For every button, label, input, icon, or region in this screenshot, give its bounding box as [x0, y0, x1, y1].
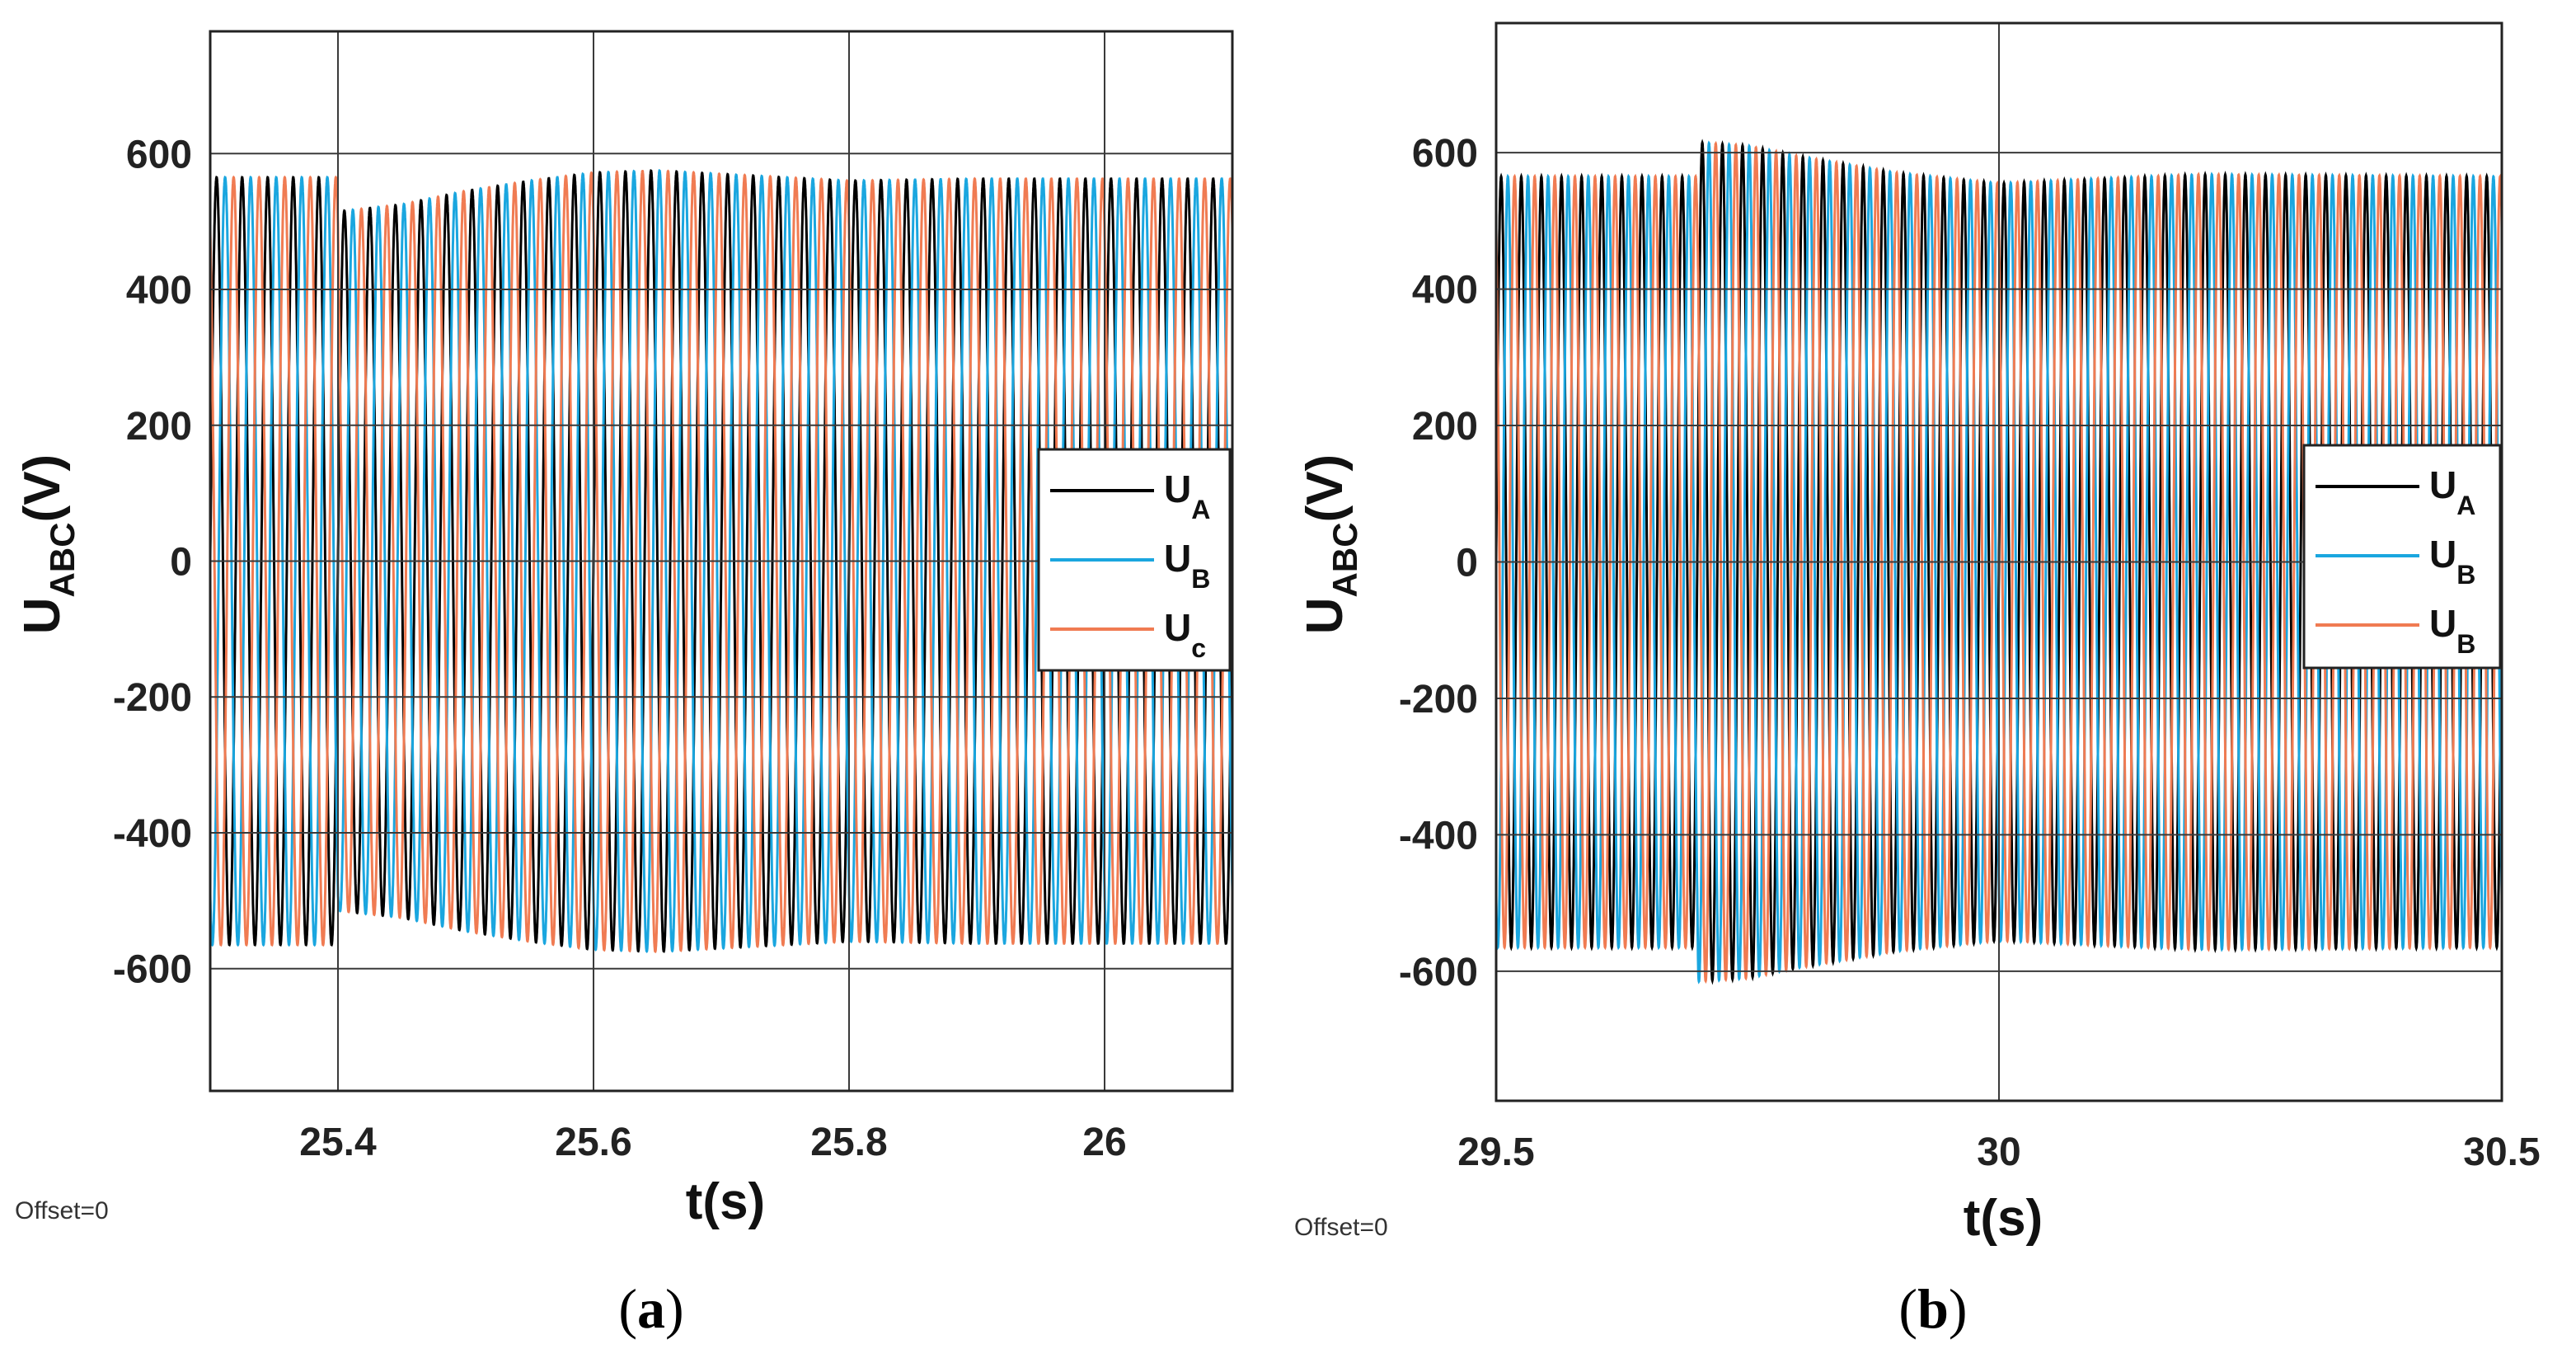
- chart-panel-a: 25.4 25.6 25.8 26 -600 -400 -200 0 200 400 600 UABC…: [14, 30, 1234, 1340]
- legend-entry: UB: [2429, 533, 2475, 590]
- y-tick-label: 600: [126, 133, 192, 176]
- x-tick-label: 29.5: [1457, 1130, 1534, 1174]
- offset-annotation: Offset=0: [15, 1197, 109, 1224]
- y-tick-label: 600: [1412, 132, 1478, 176]
- y-tick-label: 400: [1412, 269, 1478, 313]
- axes-frame: [209, 30, 1234, 1093]
- y-tick-label: -600: [113, 948, 192, 992]
- x-tick-label: 25.8: [810, 1121, 887, 1164]
- y-tick-label: 200: [1412, 405, 1478, 449]
- x-axis-label: t(s): [1964, 1190, 2043, 1247]
- panel-caption: (a): [618, 1277, 683, 1340]
- y-axis-label: UABC(V): [14, 454, 82, 634]
- legend-entry: Uc: [1164, 606, 1206, 663]
- y-tick-label: -600: [1399, 951, 1478, 994]
- y-tick-label: -200: [1399, 678, 1478, 721]
- y-axis-label: UABC(V): [1297, 454, 1364, 634]
- y-tick-label: -200: [113, 676, 192, 720]
- y-tick-label: 400: [126, 269, 192, 313]
- x-tick-label: 30.5: [2463, 1130, 2540, 1174]
- y-tick-label: -400: [1399, 814, 1478, 858]
- legend-entry: UB: [1164, 537, 1210, 594]
- legend-entry: UA: [1164, 468, 1210, 524]
- legend-entry: UB: [2429, 602, 2475, 659]
- chart-panel-b: 29.5 30 30.5 -600 -400 -200 0 200 400 600 UABC(V) t…: [1294, 21, 2541, 1340]
- legend: UA UB Uc: [1037, 448, 1232, 672]
- offset-annotation: Offset=0: [1294, 1214, 1388, 1241]
- panel-caption: (b): [1898, 1277, 1967, 1340]
- x-tick-label: 26: [1082, 1121, 1126, 1164]
- x-tick-label: 25.4: [299, 1121, 377, 1164]
- y-tick-label: -400: [113, 812, 192, 856]
- y-tick-label: 0: [170, 541, 192, 585]
- x-tick-label: 30: [1977, 1130, 2020, 1174]
- y-tick-label: 200: [126, 405, 192, 449]
- legend-entry: UA: [2429, 463, 2475, 520]
- legend: UA UB UB: [2302, 444, 2502, 670]
- x-tick-label: 25.6: [555, 1121, 631, 1164]
- y-tick-label: 0: [1456, 542, 1478, 585]
- axes-frame: [1494, 21, 2503, 1102]
- x-axis-label: t(s): [686, 1173, 765, 1230]
